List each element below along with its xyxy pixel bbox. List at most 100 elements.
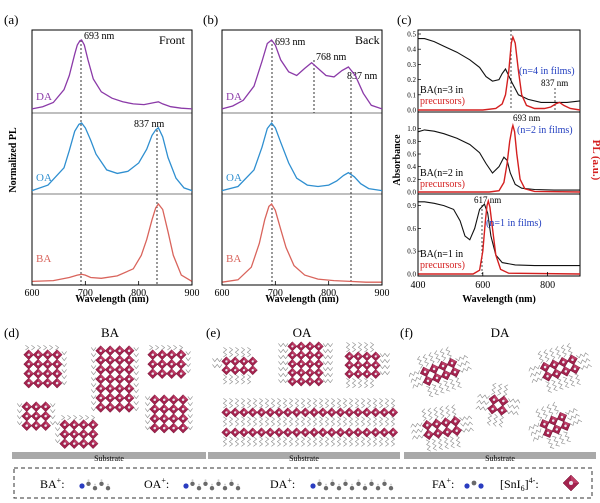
- panel-f-label: (f): [400, 325, 413, 340]
- octahedron-icon: [344, 360, 355, 371]
- octahedron-icon: [30, 410, 42, 422]
- hydrogen-atom-icon: [318, 479, 321, 482]
- ytick-label: 0.4: [407, 46, 416, 54]
- octahedron-icon: [496, 404, 508, 416]
- octahedron-icon: [304, 367, 315, 378]
- panel-b-legend-da: DA: [226, 91, 242, 103]
- panel-c-ylabel-right: PL (a.u.): [590, 140, 600, 181]
- octahedron-icon: [247, 407, 258, 418]
- octahedron-icon: [51, 358, 63, 370]
- nitrogen-atom-icon: [183, 483, 189, 489]
- octahedron-icon: [542, 371, 553, 382]
- octahedron-icon: [543, 427, 554, 438]
- tilted-domain: [408, 346, 472, 398]
- panel-b-annot-693: 693 nm: [275, 37, 306, 48]
- octahedron-icon: [30, 420, 42, 432]
- octahedron-icon: [300, 427, 311, 438]
- octahedron-icon: [114, 392, 126, 404]
- octahedron-icon: [304, 350, 315, 361]
- organic-chain-row: [575, 352, 592, 370]
- octahedron-icon: [32, 368, 44, 380]
- octahedron-icon: [326, 407, 337, 418]
- xtick-label: 700: [268, 288, 283, 299]
- octahedron-icon: [59, 438, 71, 450]
- organic-chain-row: [212, 357, 223, 369]
- xtick-label: 600: [475, 280, 490, 291]
- octahedron-icon: [95, 392, 107, 404]
- octahedron-icon: [487, 403, 499, 415]
- organic-chain-row: [222, 416, 396, 427]
- hydrogen-atom-icon: [351, 483, 353, 486]
- octahedron-icon: [370, 368, 381, 379]
- nitrogen-atom-icon: [79, 483, 85, 489]
- octahedron-icon: [313, 341, 324, 352]
- organic-chain-row: [345, 378, 375, 389]
- octahedron-icon: [23, 368, 35, 380]
- octahedron-icon: [379, 427, 390, 438]
- ytick-label: 0.3: [407, 61, 416, 69]
- organic-chain-row: [475, 393, 490, 411]
- octahedron-icon: [147, 368, 159, 380]
- legend-oa-molecule-icon: [183, 479, 241, 491]
- octahedron-icon: [344, 427, 355, 438]
- octahedron-icon: [265, 427, 276, 438]
- organic-chain-row: [222, 347, 252, 358]
- organic-chain-row: [506, 398, 521, 416]
- carbon-atom-icon: [382, 481, 387, 486]
- panel-c-sub1-sample: BA(n=3 in: [420, 85, 463, 96]
- octahedron-icon: [149, 422, 161, 434]
- octahedron-icon: [51, 368, 63, 380]
- octahedron-icon: [238, 407, 249, 418]
- octahedron-icon: [30, 401, 42, 413]
- octahedron-icon: [441, 426, 453, 438]
- octahedron-icon: [68, 438, 80, 450]
- carbon-atom-icon: [343, 481, 348, 486]
- octahedron-icon: [114, 354, 126, 366]
- panel-f-substrate: [404, 452, 596, 459]
- octahedron-icon: [569, 363, 581, 375]
- hydrogen-atom-icon: [338, 483, 340, 486]
- legend: BA+: OA+: DA+: FA+: [SnI6]4-:: [13, 467, 593, 499]
- panel-a-legend-ba: BA: [36, 253, 51, 265]
- xtick-label: 400: [411, 280, 426, 291]
- panel-a-xlabel: Wavelength (nm): [75, 294, 149, 305]
- octahedron-icon: [548, 415, 559, 426]
- panel-d: (d) BA Substrate: [4, 325, 206, 463]
- panel-d-octahedra: [16, 344, 193, 450]
- octahedron-icon: [551, 368, 562, 379]
- octahedron-icon: [104, 402, 116, 413]
- panel-d-substrate-label: Substrate: [94, 454, 124, 463]
- octahedron-icon: [423, 429, 434, 440]
- octahedron-icon: [32, 358, 44, 370]
- ytick-label: 0.2: [407, 176, 416, 184]
- octahedron-icon: [451, 425, 463, 437]
- organic-chain-row: [425, 435, 461, 452]
- xtick-label: 800: [321, 288, 336, 299]
- organic-chain-row: [222, 398, 396, 409]
- organic-chain-row: [278, 342, 289, 384]
- organic-chain-row: [144, 396, 151, 431]
- panel-c-sub3-frame: [417, 193, 581, 277]
- legend-octahedron-icon: [562, 474, 580, 492]
- organic-chain-row: [545, 373, 581, 393]
- panel-a-annot-837: 837 nm: [134, 119, 165, 130]
- octahedron-icon: [175, 349, 187, 361]
- panel-c: (c) Absorbance PL (a.u.) 0.0 0.1 0.2 0.3 0.4…: [392, 12, 600, 305]
- octahedron-icon: [539, 419, 550, 430]
- panel-f: (f) DA Substrate: [400, 325, 596, 463]
- panel-b-legend-ba: BA: [226, 253, 241, 265]
- octahedron-icon: [296, 367, 307, 378]
- carbon-atom-icon: [190, 481, 195, 486]
- octahedron-icon: [304, 376, 315, 387]
- panel-c-ylabel-left: Absorbance: [392, 134, 403, 186]
- octahedron-icon: [168, 403, 180, 415]
- octahedron-icon: [317, 427, 328, 438]
- organic-chain-row: [16, 403, 23, 426]
- octahedron-icon: [166, 349, 178, 361]
- xtick-label: 900: [375, 288, 390, 299]
- octahedron-icon: [282, 427, 293, 438]
- hydrogen-atom-icon: [357, 479, 360, 482]
- carbon-atom-icon: [388, 486, 394, 491]
- octahedron-icon: [123, 383, 135, 394]
